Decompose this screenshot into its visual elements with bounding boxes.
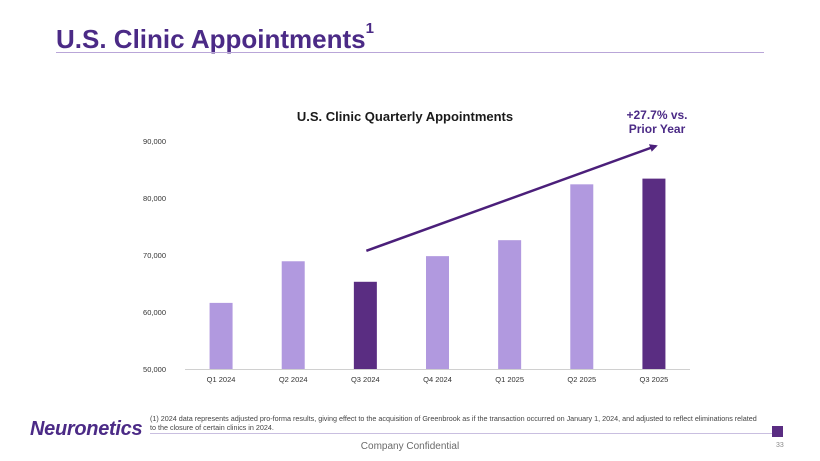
growth-annotation-line1: +27.7% vs. [626,108,687,122]
y-tick-label: 80,000 [143,194,166,203]
footnote: (1) 2024 data represents adjusted pro-fo… [150,414,757,432]
y-tick-label: 90,000 [143,137,166,146]
neuronetics-logo: Neuronetics [30,418,143,440]
footer-divider [150,433,772,434]
x-tick-label: Q2 2025 [567,375,596,384]
x-tick-label: Q2 2024 [279,375,308,384]
growth-annotation-line2: Prior Year [629,122,686,136]
x-tick-label: Q4 2024 [423,375,452,384]
bar-q3-2025 [642,178,666,369]
title-divider [56,52,764,53]
bar-q2-2025 [570,184,594,369]
bar-q2-2024 [281,261,305,369]
x-tick-label: Q3 2025 [640,375,669,384]
page-number: 33 [776,442,784,449]
title-footnote-marker: 1 [365,20,374,37]
confidentiality-label: Company Confidential [360,441,460,452]
y-tick-label: 70,000 [143,251,166,260]
x-tick-label: Q1 2024 [207,375,236,384]
bar-q1-2024 [209,302,233,369]
x-tick-label: Q1 2025 [495,375,524,384]
y-tick-label: 50,000 [143,365,166,374]
growth-arrow [365,144,658,252]
bar-q3-2024 [353,281,377,369]
bar-q1-2025 [498,240,522,369]
y-tick-label: 60,000 [143,308,166,317]
page-title-text: U.S. Clinic Appointments [56,24,366,54]
page-title: U.S. Clinic Appointments1 [56,20,374,55]
bar-q4-2024 [426,256,449,369]
footer-accent-block [772,426,783,437]
x-tick-label: Q3 2024 [351,375,380,384]
chart-title: U.S. Clinic Quarterly Appointments [297,109,513,124]
